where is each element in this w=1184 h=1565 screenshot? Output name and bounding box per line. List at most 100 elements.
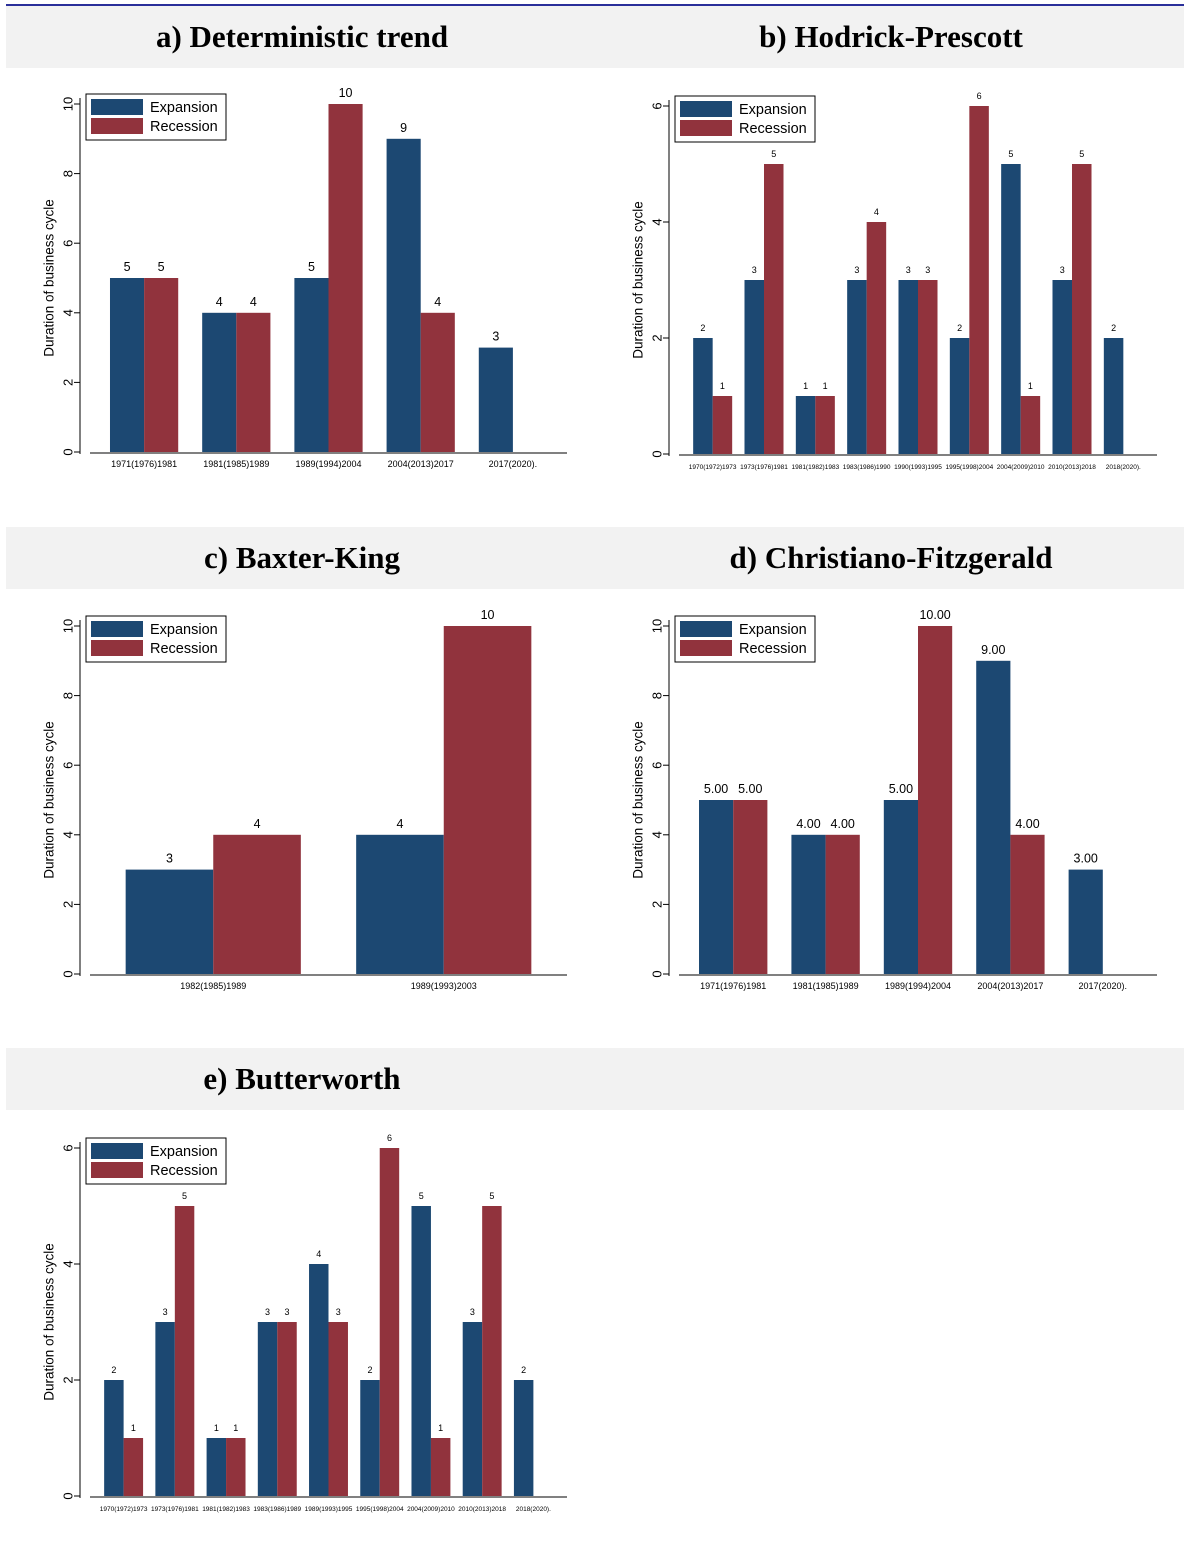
data-label: 3 — [163, 1307, 168, 1317]
recession-bar — [815, 396, 835, 454]
data-label: 1 — [131, 1423, 136, 1433]
expansion-bar — [109, 278, 145, 452]
y-axis-label: Duration of business cycle — [631, 721, 646, 879]
panel-c-title: c) Baxter-King — [204, 540, 400, 575]
y-tick-label: 0 — [61, 1492, 76, 1499]
y-tick-label: 0 — [61, 448, 76, 455]
data-label: 4 — [254, 817, 261, 831]
data-label: 1 — [720, 381, 725, 391]
x-tick-label: 1989(1994)2004 — [295, 459, 361, 469]
data-label: 1 — [214, 1423, 219, 1433]
y-tick-label: 4 — [650, 831, 665, 838]
y-axis-label: Duration of business cycle — [42, 721, 57, 879]
data-label: 10.00 — [919, 608, 950, 622]
panel-b-header: b) Hodrick-Prescott — [598, 6, 1184, 68]
chart-e-butterworth: 0 2 4 6 Duration of business cycle 2 1 1970(197… — [42, 1133, 567, 1513]
data-label: 3 — [752, 265, 757, 275]
data-label: 2 — [957, 323, 962, 333]
x-tick-label: 2004(2013)2017 — [388, 459, 454, 469]
legend-expansion-swatch — [680, 101, 732, 117]
y-tick-label: 8 — [650, 692, 665, 699]
x-tick-label: 2010(2013)2018 — [1048, 464, 1096, 471]
data-label: 4 — [316, 1249, 321, 1259]
recession-bar — [482, 1206, 502, 1496]
legend-recession-swatch — [680, 640, 732, 656]
recession-bar — [174, 1206, 195, 1496]
data-label: 1 — [438, 1423, 443, 1433]
x-tick-label: 1989(1993)2003 — [411, 981, 477, 991]
data-label: 5.00 — [889, 782, 913, 796]
data-label: 9 — [400, 121, 407, 135]
recession-bar — [430, 1438, 451, 1496]
legend-recession-swatch — [91, 640, 143, 656]
expansion-bar — [513, 1380, 534, 1496]
data-label: 4 — [434, 295, 441, 309]
recession-bar — [1010, 834, 1045, 974]
data-label: 10 — [339, 86, 353, 100]
expansion-bar — [104, 1380, 124, 1496]
data-label: 6 — [977, 91, 982, 101]
legend-expansion-swatch — [91, 621, 143, 637]
y-tick-label: 10 — [61, 619, 76, 633]
data-label: 4.00 — [1015, 817, 1039, 831]
expansion-bar — [360, 1380, 380, 1496]
y-axis-label: Duration of business cycle — [42, 199, 57, 357]
data-label: 3 — [166, 852, 173, 866]
data-label: 3 — [265, 1307, 270, 1317]
legend-label: Recession — [739, 121, 807, 137]
data-label: 10 — [481, 608, 495, 622]
panel-d-title: d) Christiano-Fitzgerald — [729, 540, 1053, 575]
expansion-bar — [155, 1322, 175, 1496]
data-label: 3 — [336, 1307, 341, 1317]
legend-expansion-swatch — [91, 99, 143, 115]
expansion-bar — [309, 1264, 329, 1496]
data-label: 5 — [124, 260, 131, 274]
legend-label: Recession — [150, 1163, 218, 1179]
data-label: 1 — [803, 381, 808, 391]
expansion-bar — [949, 338, 970, 454]
legend-expansion-swatch — [680, 621, 732, 637]
legend-recession-swatch — [91, 118, 143, 134]
expansion-bar — [1052, 280, 1072, 454]
expansion-bar — [1068, 869, 1103, 974]
panel-e-header: e) Butterworth — [6, 1048, 1184, 1110]
x-tick-label: 1983(1986)1990 — [843, 464, 891, 471]
y-tick-label: 2 — [61, 901, 76, 908]
data-label: 2 — [521, 1365, 526, 1375]
x-tick-label: 1981(1982)1983 — [791, 464, 839, 471]
expansion-bar — [1001, 164, 1021, 454]
y-tick-label: 6 — [61, 1144, 76, 1151]
recession-bar — [226, 1438, 246, 1496]
y-tick-label: 6 — [650, 102, 665, 109]
recession-bar — [420, 312, 455, 452]
recession-bar — [277, 1322, 297, 1496]
recession-bar — [969, 106, 989, 454]
data-label: 4.00 — [796, 817, 820, 831]
data-label: 4 — [250, 295, 257, 309]
x-tick-label: 1973(1976)1981 — [151, 1506, 199, 1513]
recession-bar — [443, 626, 532, 974]
legend-label: Recession — [150, 119, 218, 135]
expansion-bar — [847, 280, 867, 454]
recession-bar — [1020, 396, 1041, 454]
recession-bar — [213, 834, 301, 974]
y-tick-label: 4 — [61, 831, 76, 838]
legend-label: Recession — [739, 641, 807, 657]
x-tick-label: 1989(1993)1995 — [305, 1506, 353, 1513]
recession-bar — [328, 104, 363, 452]
recession-bar — [712, 396, 733, 454]
panel-e-title: e) Butterworth — [203, 1061, 401, 1096]
data-label: 2 — [111, 1365, 116, 1375]
panel-d-header: d) Christiano-Fitzgerald — [598, 527, 1184, 589]
x-tick-label: 1995(1998)2004 — [945, 464, 993, 471]
data-label: 1 — [233, 1423, 238, 1433]
x-tick-label: 2018(2020). — [516, 1506, 551, 1513]
x-tick-label: 1971(1976)1981 — [700, 981, 766, 991]
x-tick-label: 1983(1986)1989 — [253, 1506, 301, 1513]
expansion-bar — [257, 1322, 278, 1496]
expansion-bar — [1103, 338, 1124, 454]
chart-b-hodrick-prescott: 0 2 4 6 Duration of business cycle 2 1 1970(197… — [631, 91, 1157, 471]
y-tick-label: 4 — [61, 1260, 76, 1267]
legend-label: Recession — [150, 641, 218, 657]
x-tick-label: 2017(2020). — [489, 459, 538, 469]
